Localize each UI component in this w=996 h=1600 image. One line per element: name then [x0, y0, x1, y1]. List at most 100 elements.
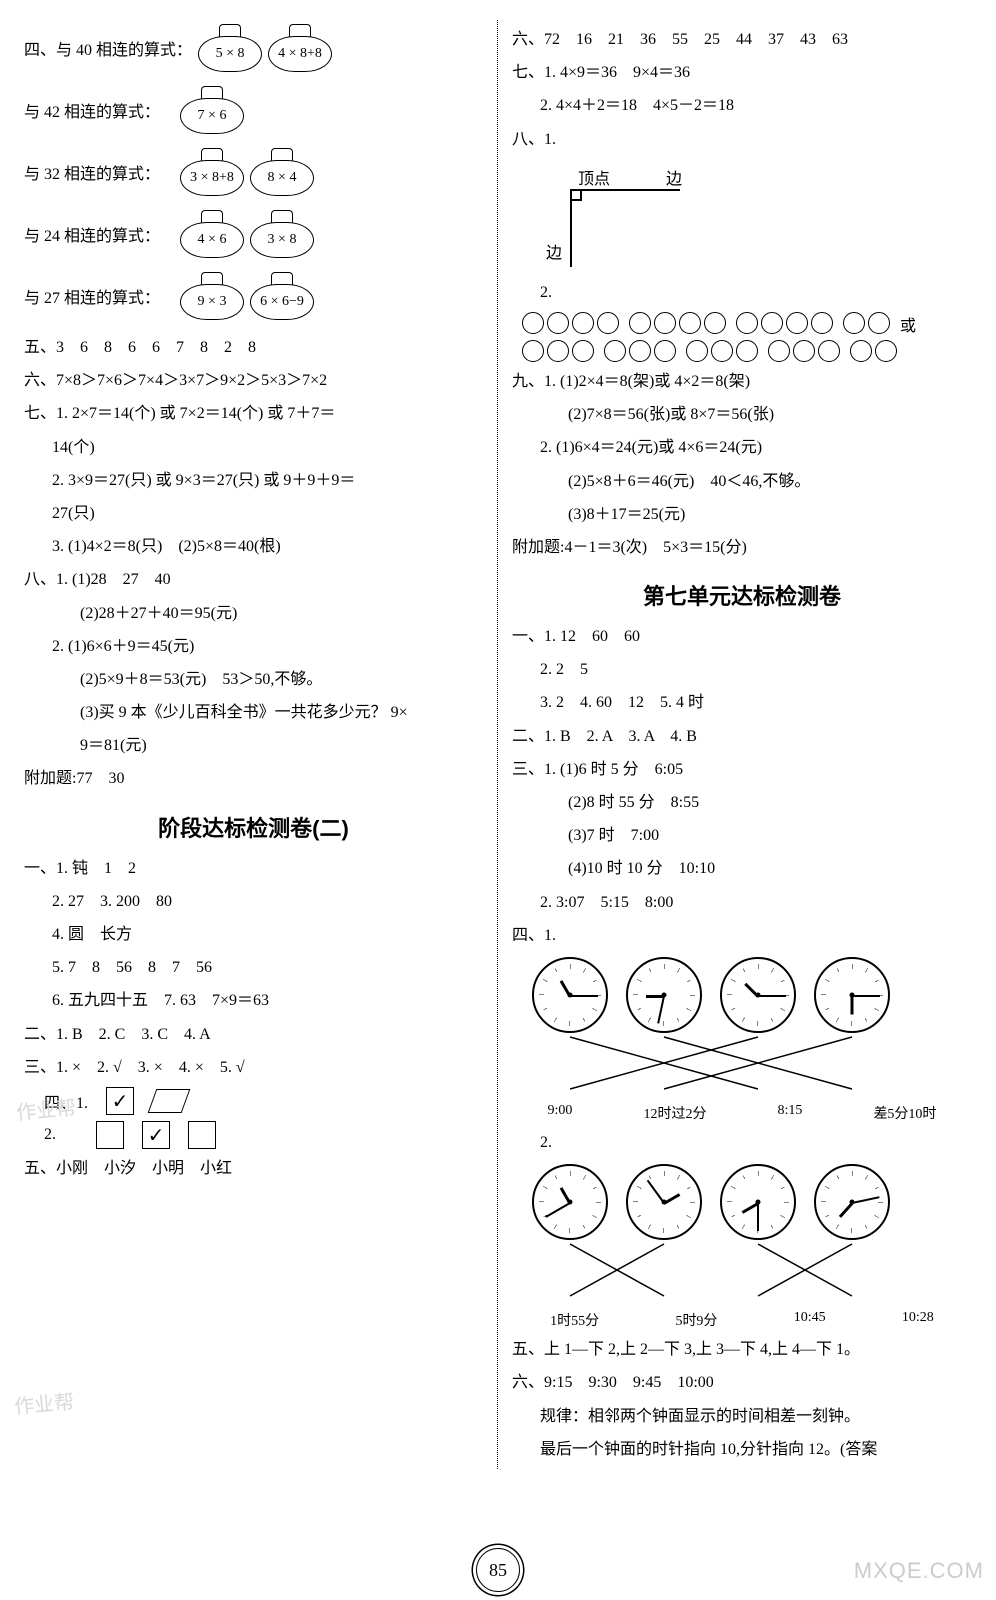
- circle-icon: [811, 312, 833, 334]
- circle-group: [522, 312, 619, 336]
- circle-group: [768, 340, 840, 362]
- circle-group: [686, 340, 758, 362]
- circle-group: [850, 340, 897, 362]
- q5-line: 五、3 6 8 6 6 7 8 2 8: [24, 334, 483, 361]
- circle-icon: [547, 340, 569, 362]
- section-title-7: 第七单元达标检测卷: [512, 579, 972, 611]
- q8-2a: 2. (1)6×6＋9＝45(元): [24, 633, 483, 660]
- section-title-2: 阶段达标检测卷(二): [24, 811, 483, 843]
- circle-icon: [711, 340, 733, 362]
- angle-right-marker: [570, 189, 582, 201]
- s2-4-1-row: 四、1.: [44, 1087, 483, 1115]
- u7-6a: 六、9:15 9:30 9:45 10:00: [512, 1369, 972, 1396]
- clock-icon: [626, 957, 702, 1033]
- r-q9-2b: (2)5×8＋6＝46(元) 40＜46,不够。: [512, 468, 972, 495]
- circle-icon: [768, 340, 790, 362]
- left-column: 四、与 40 相连的算式：5 × 84 × 8+8 与 42 相连的算式：7 × …: [10, 20, 498, 1469]
- clock-icon: [532, 957, 608, 1033]
- circle-icon: [679, 312, 701, 334]
- connection-lines: [532, 1035, 912, 1091]
- u7-3-2: (2)8 时 55 分 8:55: [512, 789, 972, 816]
- s2-1-6: 6. 五九四十五 7. 63 7×9＝63: [24, 987, 483, 1014]
- connections-1: [532, 1035, 952, 1095]
- s2-1-2: 2. 27 3. 200 80: [24, 888, 483, 915]
- clock-labels-1: 9:0012时过2分8:15差5分10时: [512, 1103, 972, 1123]
- u7-2: 二、1. B 2. A 3. A 4. B: [512, 723, 972, 750]
- circle-icon: [629, 312, 651, 334]
- extra-line: 附加题:77 30: [24, 765, 483, 792]
- u7-6c: 最后一个钟面的时针指向 10,分针指向 12。(答案: [512, 1436, 972, 1463]
- r-q8-1: 八、1.: [512, 126, 972, 153]
- s2-1-4: 4. 圆 长方: [24, 921, 483, 948]
- u7-3-4: (4)10 时 10 分 10:10: [512, 855, 972, 882]
- clock-time-label: 12时过2分: [643, 1103, 706, 1123]
- circle-group: [736, 312, 833, 336]
- circle-group: [629, 312, 726, 336]
- circle-icon: [604, 340, 626, 362]
- clock-time-label: 10:28: [902, 1310, 934, 1330]
- q8-2c: (3)买 9 本《少儿百科全书》一共花多少元？ 9×: [24, 699, 483, 726]
- circle-icon: [761, 312, 783, 334]
- clock-time-label: 10:45: [794, 1310, 826, 1330]
- circle-group: [843, 312, 890, 336]
- vase-icon: 8 × 4: [250, 148, 314, 196]
- page: 四、与 40 相连的算式：5 × 84 × 8+8 与 42 相连的算式：7 × …: [0, 0, 996, 1600]
- r-q8-2: 2.: [512, 279, 972, 306]
- r-q9-1a: 九、1. (1)2×4＝8(架)或 4×2＝8(架): [512, 368, 972, 395]
- vase-label: 与 42 相连的算式：: [24, 98, 174, 122]
- clock-icon: [720, 957, 796, 1033]
- clock-row-2: [532, 1164, 972, 1240]
- q8-2d: 9＝81(元): [24, 732, 483, 759]
- vase-expression: 3 × 8+8: [180, 160, 244, 196]
- q8-1a: 八、1. (1)28 27 40: [24, 566, 483, 593]
- right-column: 六、72 16 21 36 55 25 44 37 43 63 七、1. 4×9…: [498, 20, 986, 1469]
- q7-2b: 27(只): [24, 500, 483, 527]
- u7-5: 五、上 1—下 2,上 2—下 3,上 3—下 4,上 4—下 1。: [512, 1336, 972, 1363]
- watermark-logo: MXQE.COM: [854, 1558, 984, 1584]
- vase-icon: 4 × 6: [180, 210, 244, 258]
- clock-icon: [814, 957, 890, 1033]
- watermark-a: 作业帮: [15, 1091, 77, 1125]
- circle-icon: [572, 340, 594, 362]
- s2-3: 三、1. × 2. √ 3. × 4. × 5. √: [24, 1054, 483, 1081]
- watermark-text: MXQE.COM: [854, 1558, 984, 1584]
- circle-row-b: [512, 340, 972, 362]
- vase-label: 与 24 相连的算式：: [24, 222, 174, 246]
- clock-time-label: 差5分10时: [873, 1103, 936, 1123]
- q7-2a: 2. 3×9＝27(只) 或 9×3＝27(只) 或 9＋9＋9＝: [24, 467, 483, 494]
- vase-icon: 5 × 8: [198, 24, 262, 72]
- square-icon: [96, 1121, 124, 1149]
- clock-icon: [814, 1164, 890, 1240]
- u7-6b: 规律：相邻两个钟面显示的时间相差一刻钟。: [512, 1403, 972, 1430]
- circle-icon: [654, 312, 676, 334]
- u7-3-1: 三、1. (1)6 时 5 分 6:05: [512, 756, 972, 783]
- vase-row: 与 42 相连的算式：7 × 6: [24, 86, 483, 134]
- s2-1-1: 一、1. 钝 1 2: [24, 855, 483, 882]
- clock-icon: [532, 1164, 608, 1240]
- circle-icon: [868, 312, 890, 334]
- page-number: 85: [476, 1548, 520, 1592]
- square-icon: [188, 1121, 216, 1149]
- angle-side-label-1: 边: [666, 165, 682, 189]
- vase-expression: 9 × 3: [180, 284, 244, 320]
- circle-group: [522, 340, 594, 362]
- square-checked-icon: [142, 1121, 170, 1149]
- angle-horiz-line: [570, 189, 680, 191]
- circle-icon: [629, 340, 651, 362]
- circle-row-a: 或: [512, 312, 972, 336]
- clock-icon: [720, 1164, 796, 1240]
- circle-icon: [786, 312, 808, 334]
- clock-labels-2: 1时55分5时9分10:4510:28: [512, 1310, 972, 1330]
- clock-icon: [626, 1164, 702, 1240]
- vase-icon: 7 × 6: [180, 86, 244, 134]
- r-q7-2: 2. 4×4＋2＝18 4×5－2＝18: [512, 92, 972, 119]
- vase-expression: 8 × 4: [250, 160, 314, 196]
- u7-3-3: (3)7 时 7:00: [512, 822, 972, 849]
- circle-icon: [547, 312, 569, 334]
- s2-1-5: 5. 7 8 56 8 7 56: [24, 954, 483, 981]
- vase-row: 四、与 40 相连的算式：5 × 84 × 8+8: [24, 24, 483, 72]
- vase-icon: 3 × 8+8: [180, 148, 244, 196]
- vase-expression: 5 × 8: [198, 36, 262, 72]
- q7-1b: 14(个): [24, 434, 483, 461]
- angle-diagram: 顶点 边 边: [536, 159, 716, 269]
